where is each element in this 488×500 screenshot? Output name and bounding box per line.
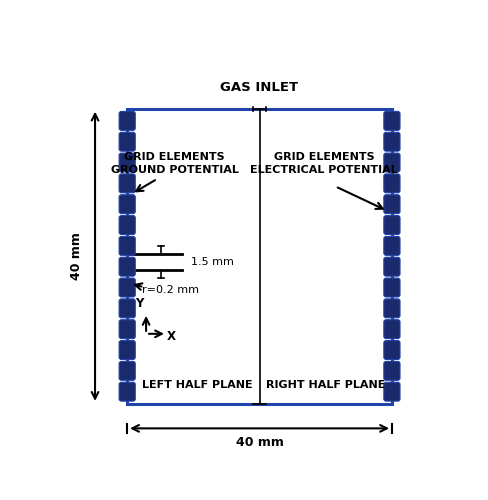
FancyBboxPatch shape — [119, 236, 135, 256]
Text: LEFT HALF PLANE: LEFT HALF PLANE — [142, 380, 252, 390]
FancyBboxPatch shape — [384, 236, 400, 256]
Text: GAS INLET: GAS INLET — [221, 82, 299, 94]
FancyBboxPatch shape — [384, 257, 400, 276]
FancyBboxPatch shape — [119, 362, 135, 380]
FancyBboxPatch shape — [384, 278, 400, 297]
FancyBboxPatch shape — [119, 257, 135, 276]
Text: r=0.2 mm: r=0.2 mm — [142, 286, 199, 296]
FancyBboxPatch shape — [119, 174, 135, 193]
FancyBboxPatch shape — [119, 340, 135, 359]
FancyBboxPatch shape — [384, 340, 400, 359]
Text: GRID ELEMENTS
GROUND POTENTIAL: GRID ELEMENTS GROUND POTENTIAL — [110, 152, 239, 175]
FancyBboxPatch shape — [384, 362, 400, 380]
Text: 1.5 mm: 1.5 mm — [191, 257, 234, 267]
Text: GRID ELEMENTS
ELECTRICAL POTENTIAL: GRID ELEMENTS ELECTRICAL POTENTIAL — [250, 152, 398, 175]
FancyBboxPatch shape — [119, 278, 135, 297]
Text: 40 mm: 40 mm — [236, 436, 284, 449]
FancyBboxPatch shape — [384, 382, 400, 401]
FancyBboxPatch shape — [119, 382, 135, 401]
FancyBboxPatch shape — [119, 299, 135, 318]
FancyBboxPatch shape — [384, 174, 400, 193]
FancyBboxPatch shape — [384, 132, 400, 151]
Bar — [127, 109, 392, 404]
FancyBboxPatch shape — [119, 195, 135, 214]
FancyBboxPatch shape — [119, 112, 135, 130]
Text: Y: Y — [135, 297, 143, 310]
FancyBboxPatch shape — [384, 299, 400, 318]
FancyBboxPatch shape — [384, 153, 400, 172]
FancyBboxPatch shape — [119, 153, 135, 172]
Text: RIGHT HALF PLANE: RIGHT HALF PLANE — [266, 380, 386, 390]
FancyBboxPatch shape — [119, 216, 135, 234]
Text: X: X — [167, 330, 176, 344]
FancyBboxPatch shape — [384, 112, 400, 130]
FancyBboxPatch shape — [384, 216, 400, 234]
FancyBboxPatch shape — [384, 320, 400, 338]
Text: 40 mm: 40 mm — [70, 232, 83, 280]
FancyBboxPatch shape — [119, 132, 135, 151]
FancyBboxPatch shape — [384, 195, 400, 214]
FancyBboxPatch shape — [119, 320, 135, 338]
